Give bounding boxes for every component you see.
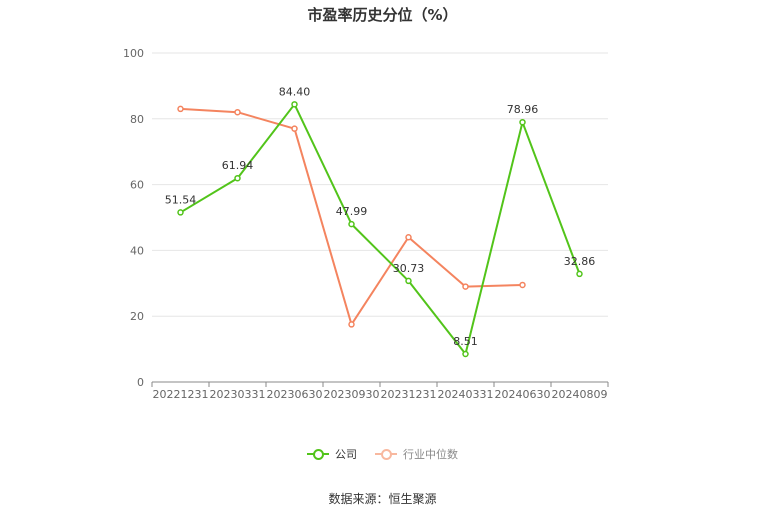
source-note: 数据来源：恒生聚源: [328, 492, 437, 506]
data-point-company: [291, 101, 298, 108]
data-point-company: [177, 209, 184, 216]
data-point-industry: [405, 233, 412, 241]
legend-label-industry: 行业中位数: [403, 448, 458, 461]
data-point-industry: [234, 108, 241, 116]
grid-lines: [152, 52, 608, 317]
x-tick-label: 20240331: [438, 388, 494, 401]
x-tick-label: 20230630: [267, 388, 323, 401]
data-point-company: [519, 118, 526, 126]
x-tick-label: 20230930: [324, 388, 380, 401]
data-point-company: [348, 220, 355, 228]
data-label: 84.40: [279, 85, 311, 98]
y-tick-label: 20: [130, 310, 144, 323]
data-label: 78.96: [507, 103, 539, 116]
data-point-industry: [348, 321, 355, 328]
legend-swatch-industry: [375, 448, 397, 460]
y-tick-label: 100: [123, 47, 144, 60]
data-point-industry: [519, 281, 526, 289]
data-labels: 51.54 61.94 84.40 47.99 30.73 8.51 78.96 32.86: [165, 85, 596, 348]
legend: 公司 行业中位数: [0, 446, 765, 462]
chart-title: 市盈率历史分位（%）: [307, 6, 458, 24]
legend-label-company: 公司: [335, 448, 357, 461]
data-label: 8.51: [453, 335, 478, 348]
y-tick-label: 0: [137, 376, 144, 389]
y-tick-label: 60: [130, 179, 144, 192]
y-axis: 0 20 40 60 80 100: [123, 47, 144, 389]
x-tick-label: 20240630: [495, 388, 551, 401]
data-label: 47.99: [336, 205, 368, 218]
series-line-company: [179, 103, 581, 356]
data-label: 30.73: [393, 262, 425, 275]
data-point-company: [405, 277, 412, 285]
y-tick-label: 80: [130, 113, 144, 126]
data-point-company: [576, 270, 583, 278]
x-tick-label: 20231231: [381, 388, 437, 401]
legend-item-company[interactable]: 公司: [307, 446, 357, 462]
legend-item-industry[interactable]: 行业中位数: [375, 446, 458, 462]
data-label: 32.86: [564, 255, 596, 268]
x-axis: 20221231 20230331 20230630 20230930 20231231…: [151, 381, 609, 401]
x-tick-label: 20230331: [210, 388, 266, 401]
x-tick-label: 20221231: [153, 388, 209, 401]
data-point-industry: [291, 125, 298, 132]
data-point-industry: [177, 105, 184, 113]
data-label: 61.94: [222, 159, 254, 172]
data-point-company: [462, 350, 469, 358]
data-point-company: [234, 174, 241, 182]
data-point-industry: [462, 283, 469, 290]
legend-swatch-company: [307, 448, 329, 460]
series-lines: [177, 101, 583, 358]
x-tick-label: 20240809: [552, 388, 608, 401]
data-label: 51.54: [165, 193, 197, 206]
y-tick-label: 40: [130, 244, 144, 257]
